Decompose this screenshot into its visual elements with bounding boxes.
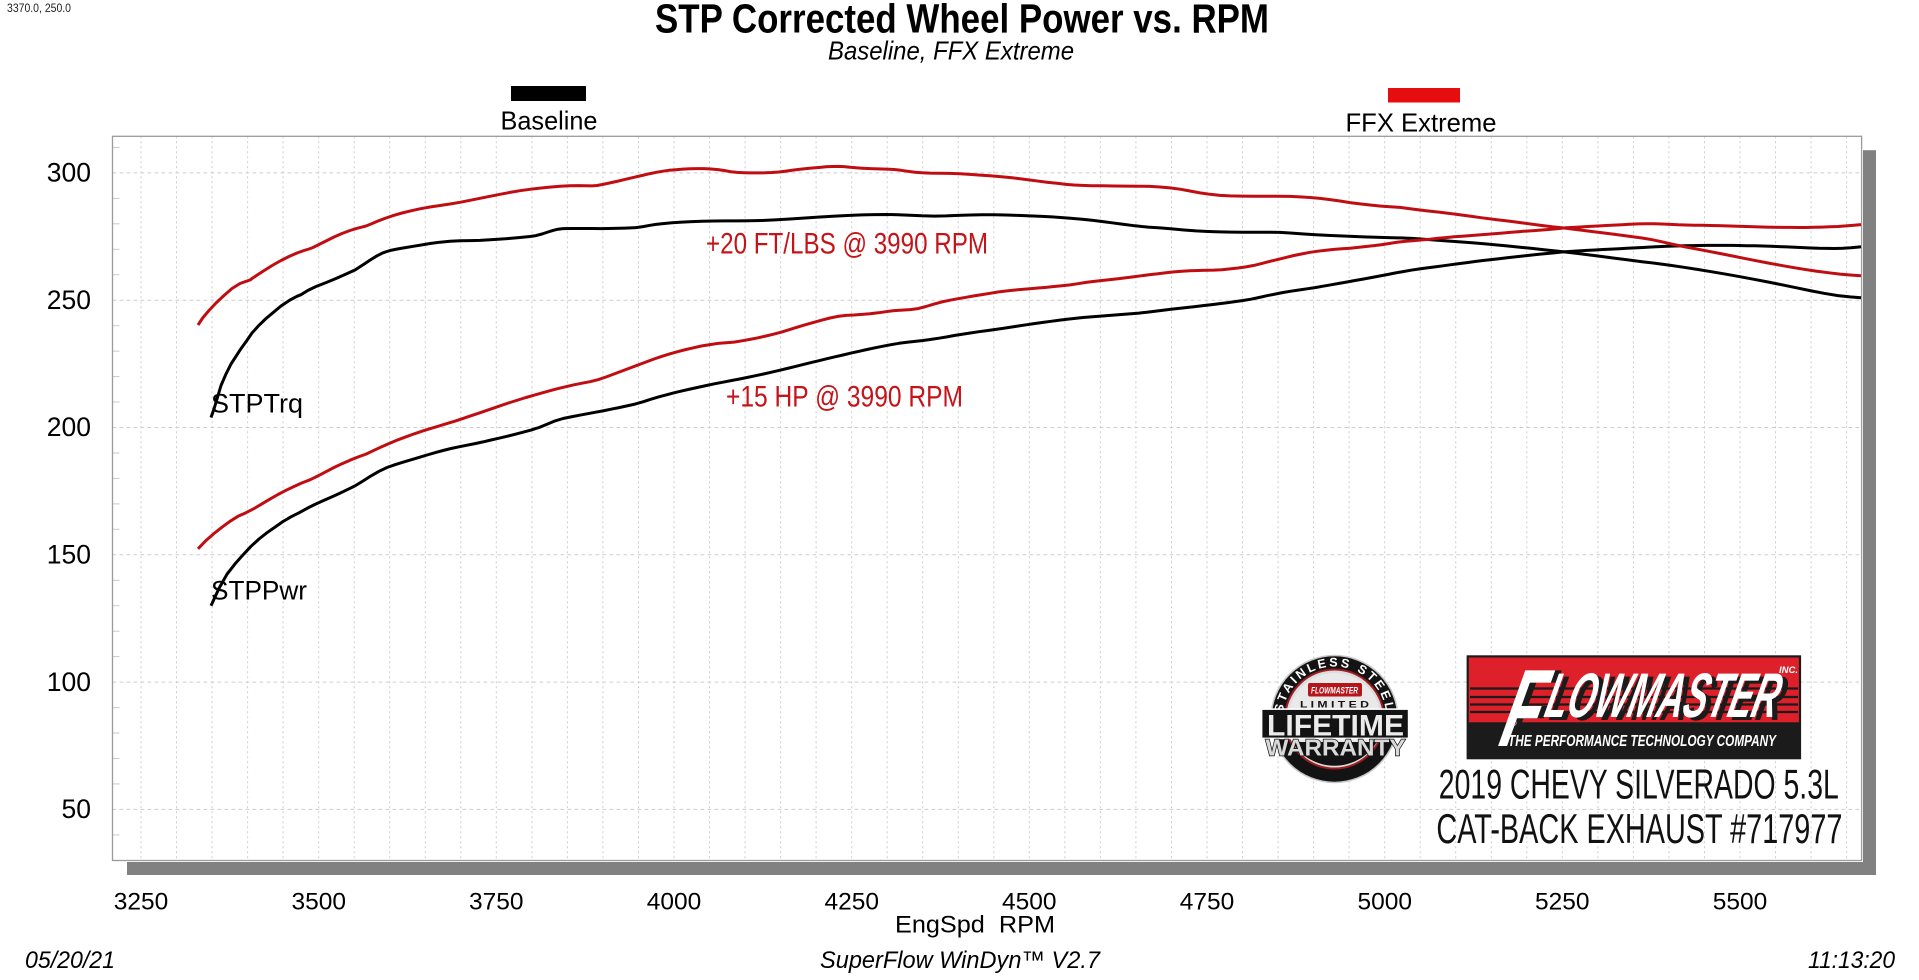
svg-text:STPPwr: STPPwr: [211, 576, 307, 606]
svg-text:WARRANTY: WARRANTY: [1266, 735, 1406, 761]
svg-text:3750: 3750: [469, 889, 524, 916]
svg-text:+15 HP @ 3990 RPM: +15 HP @ 3990 RPM: [726, 381, 963, 414]
svg-text:L I M I T E D: L I M I T E D: [1300, 700, 1369, 711]
svg-text:100: 100: [47, 667, 91, 697]
svg-text:LIFETIME: LIFETIME: [1267, 710, 1404, 743]
svg-text:3370.0, 250.0: 3370.0, 250.0: [7, 3, 71, 15]
svg-text:5000: 5000: [1357, 889, 1412, 916]
svg-text:5250: 5250: [1535, 889, 1590, 916]
svg-text:INC.: INC.: [1779, 665, 1798, 676]
svg-text:2019 CHEVY SILVERADO 5.3L: 2019 CHEVY SILVERADO 5.3L: [1439, 761, 1839, 808]
svg-text:4500: 4500: [1002, 889, 1057, 916]
svg-text:05/20/21: 05/20/21: [25, 947, 115, 974]
svg-text:LOWMASTER: LOWMASTER: [1539, 660, 1789, 731]
svg-text:Baseline, FFX Extreme: Baseline, FFX Extreme: [828, 36, 1074, 66]
svg-text:300: 300: [47, 158, 91, 188]
svg-text:50: 50: [62, 794, 91, 824]
svg-text:FLOWMASTER: FLOWMASTER: [1311, 686, 1358, 697]
svg-text:150: 150: [47, 540, 91, 570]
svg-text:250: 250: [47, 285, 91, 315]
svg-text:4750: 4750: [1180, 889, 1235, 916]
svg-text:200: 200: [47, 412, 91, 442]
svg-text:STPTrq: STPTrq: [211, 389, 303, 419]
svg-text:FFX Extreme: FFX Extreme: [1346, 108, 1497, 138]
svg-text:4250: 4250: [824, 889, 879, 916]
svg-text:Baseline: Baseline: [501, 106, 598, 136]
svg-text:+20 FT/LBS @ 3990 RPM: +20 FT/LBS @ 3990 RPM: [706, 228, 988, 261]
svg-text:STP Corrected Wheel Power vs.: STP Corrected Wheel Power vs. RPM: [655, 0, 1269, 42]
svg-text:EngSpd RPM: EngSpd RPM: [895, 912, 1055, 939]
svg-text:4000: 4000: [647, 889, 702, 916]
svg-text:3500: 3500: [291, 889, 346, 916]
svg-text:LOWMASTER: LOWMASTER: [1545, 663, 1795, 734]
svg-text:11:13:20: 11:13:20: [1808, 947, 1896, 974]
svg-text:3250: 3250: [114, 889, 169, 916]
svg-text:CAT-BACK EXHAUST #717977: CAT-BACK EXHAUST #717977: [1436, 805, 1842, 852]
svg-text:THE PERFORMANCE TECHNOLOGY COM: THE PERFORMANCE TECHNOLOGY COMPANY: [1508, 733, 1777, 750]
svg-text:5500: 5500: [1713, 889, 1768, 916]
svg-text:SuperFlow WinDyn™ V2.7: SuperFlow WinDyn™ V2.7: [820, 947, 1102, 974]
svg-text:®: ®: [1510, 718, 1517, 728]
